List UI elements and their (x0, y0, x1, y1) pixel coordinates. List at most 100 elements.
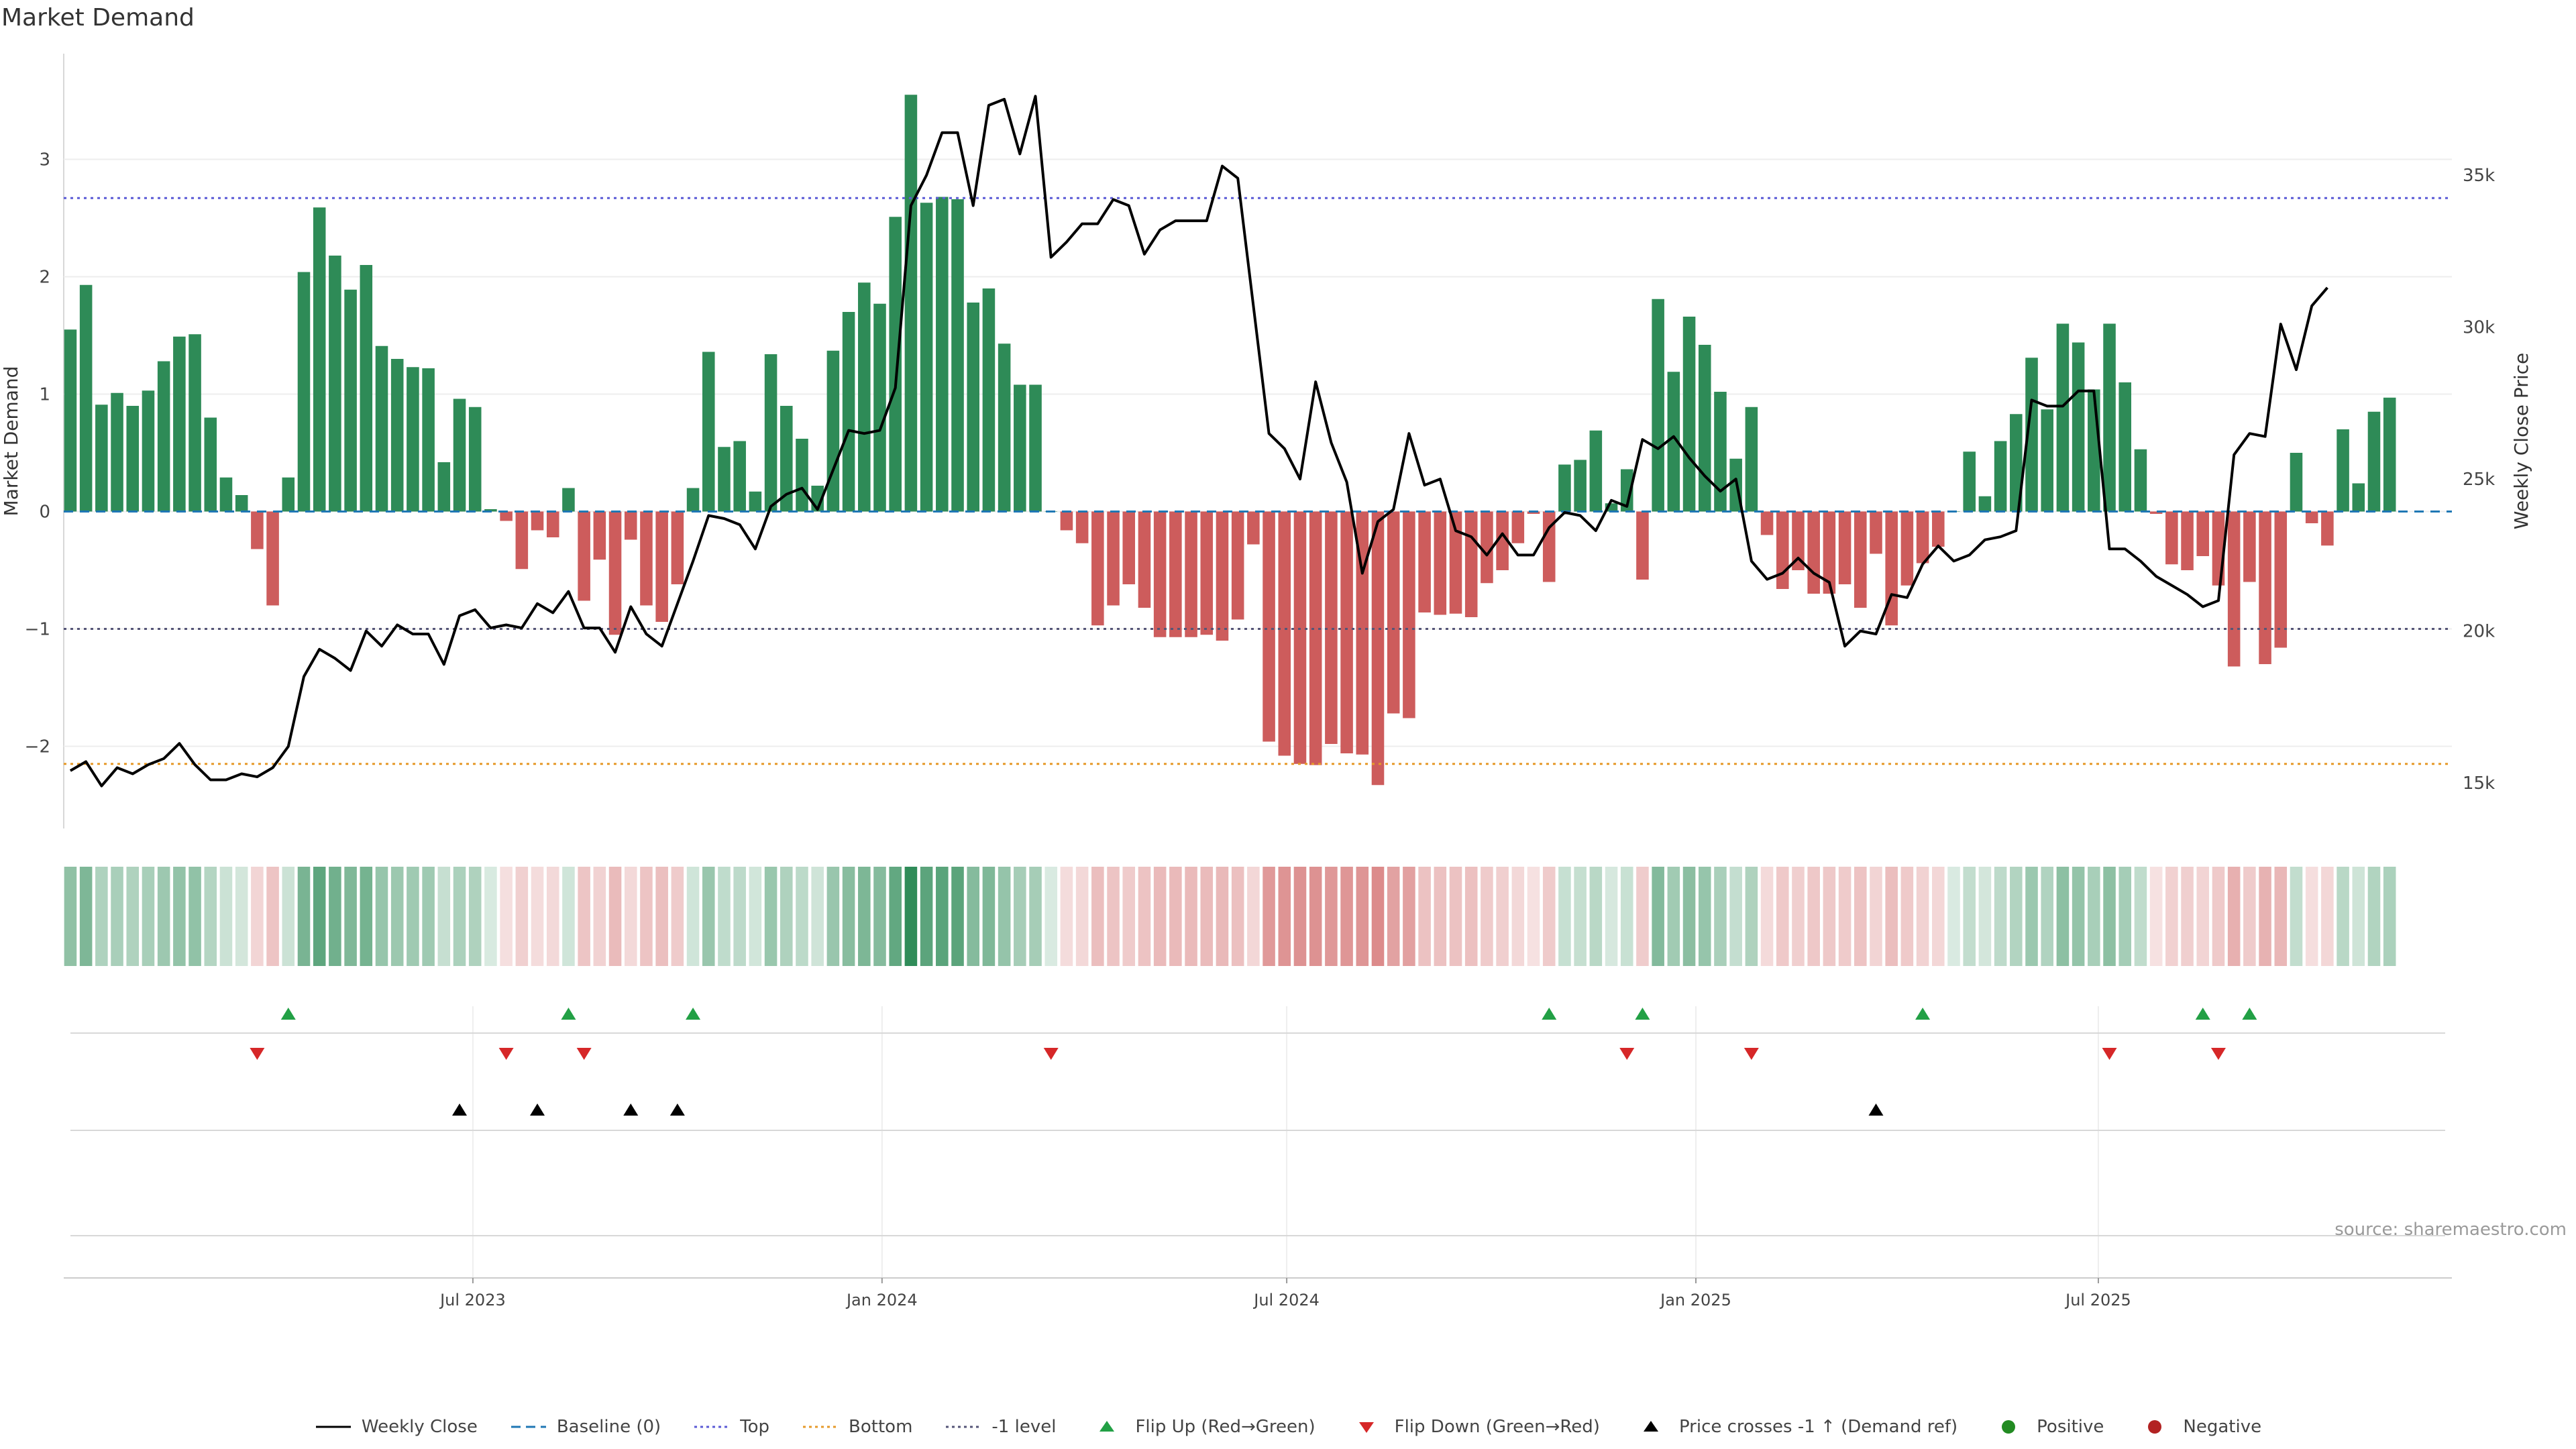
demand-bar (1823, 511, 1836, 594)
heatmap-cell (858, 867, 871, 966)
heatmap-cell (1216, 867, 1229, 966)
demand-bar (2259, 511, 2271, 664)
heatmap-cell (842, 867, 855, 966)
heatmap-cell (2165, 867, 2178, 966)
y2-axis-title: Weekly Close Price (2510, 353, 2532, 529)
heatmap-cell (1932, 867, 1945, 966)
heatmap-cell (1760, 867, 1774, 966)
heatmap-cell (718, 867, 731, 966)
x-tick-label: Jul 2025 (2064, 1291, 2131, 1309)
heatmap-cell (624, 867, 637, 966)
heatmap-cell (1449, 867, 1462, 966)
heatmap-cell (1464, 867, 1478, 966)
demand-bar (1387, 511, 1400, 714)
demand-bar (858, 282, 871, 512)
legend-swatch (315, 1426, 351, 1428)
heatmap-cell (251, 867, 264, 966)
heatmap-cell (1122, 867, 1136, 966)
heatmap-cell (2103, 867, 2116, 966)
demand-bar (2056, 323, 2070, 512)
demand-bar (702, 352, 715, 512)
heatmap-cell (1387, 867, 1400, 966)
demand-bar (157, 361, 170, 512)
demand-bar (1340, 511, 1353, 753)
chart-title: Market Demand (1, 4, 195, 32)
heatmap-cell (2243, 867, 2256, 966)
legend-swatch (946, 1426, 981, 1428)
demand-bar (64, 329, 77, 512)
legend-label: Bottom (849, 1417, 913, 1437)
heatmap-cell (826, 867, 840, 966)
heatmap-cell (1075, 867, 1089, 966)
heatmap-cell (1496, 867, 1509, 966)
demand-bar (655, 511, 668, 622)
flip-up-marker (1915, 1008, 1931, 1020)
demand-bar (718, 447, 731, 512)
heatmap-cell (1403, 867, 1415, 966)
legend-swatch (1643, 1421, 1658, 1432)
heatmap-cell (1356, 867, 1369, 966)
heatmap-cell (1963, 867, 1976, 966)
heatmap-cell (1652, 867, 1664, 966)
demand-bar (484, 509, 497, 512)
heatmap-cell (531, 867, 544, 966)
heatmap-cell (375, 867, 388, 966)
heatmap-cell (2212, 867, 2225, 966)
heatmap-cell (1434, 867, 1447, 966)
demand-bar (1558, 464, 1571, 512)
demand-bar (2072, 342, 2085, 512)
demand-bar (1620, 469, 1633, 512)
legend-label: -1 level (991, 1417, 1057, 1437)
heatmap-cell (904, 867, 918, 966)
heatmap-cell (313, 867, 326, 966)
heatmap-cell (1527, 867, 1540, 966)
x-tick-label: Jul 2024 (1252, 1291, 1320, 1309)
heatmap-cell (390, 867, 404, 966)
demand-bar (1542, 511, 1556, 582)
heatmap-cell (873, 867, 886, 966)
heatmap-cell (889, 867, 902, 966)
demand-bar (219, 477, 233, 512)
demand-bar (1231, 511, 1244, 620)
demand-bar (1496, 511, 1509, 570)
heatmap-cell (1309, 867, 1322, 966)
heatmap-cell (1776, 867, 1789, 966)
price-cross-marker (452, 1104, 468, 1116)
demand-bar (1978, 496, 1992, 512)
demand-bar (1278, 511, 1291, 756)
demand-bar (2134, 449, 2147, 512)
heatmap-cell (2259, 867, 2271, 966)
y-tick-label: 3 (39, 150, 50, 170)
heatmap-cell (2118, 867, 2132, 966)
legend-item: Flip Up (Red→Green) (1088, 1417, 1316, 1437)
heatmap-cell (640, 867, 653, 966)
heatmap-cell (1807, 867, 1820, 966)
demand-bar (468, 407, 482, 512)
demand-bar (1247, 511, 1260, 545)
demand-bar (375, 345, 388, 512)
demand-bar (624, 511, 637, 540)
heatmap-cell (282, 867, 295, 966)
demand-bar (1714, 392, 1727, 512)
heatmap-cell (360, 867, 373, 966)
y-tick-label: 2 (39, 268, 50, 288)
heatmap-cell (1418, 867, 1431, 966)
heatmap-cell (1745, 867, 1758, 966)
heatmap-cell (1481, 867, 1493, 966)
flip-down-marker (250, 1048, 265, 1060)
legend-swatch (2002, 1420, 2016, 1434)
heatmap-cell (967, 867, 979, 966)
price-cross-marker (1868, 1104, 1884, 1116)
heatmap-cell (1885, 867, 1898, 966)
heatmap-cell (329, 867, 341, 966)
heatmap-cell (2181, 867, 2194, 966)
heatmap-cell (1014, 867, 1026, 966)
legend-label: Top (740, 1417, 770, 1437)
demand-bar (1745, 407, 1758, 512)
demand-bar (1014, 384, 1026, 512)
legend-label: Price crosses -1 ↑ (Demand ref) (1678, 1417, 1958, 1437)
heatmap-cell (266, 867, 279, 966)
heatmap-cell (1714, 867, 1727, 966)
heatmap-cell (686, 867, 700, 966)
demand-bar (1091, 511, 1104, 626)
